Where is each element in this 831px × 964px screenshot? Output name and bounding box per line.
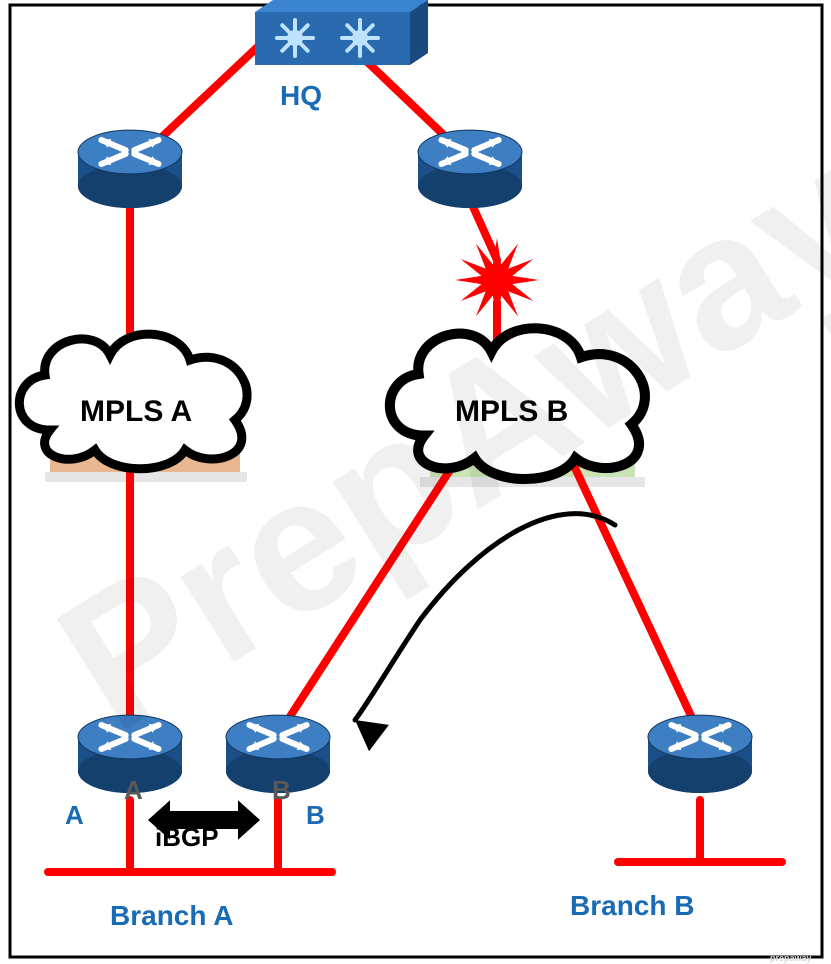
branchB-to-branchA-curve-head xyxy=(355,720,389,751)
label-router-a-blue: A xyxy=(65,800,84,831)
branchA-routerB-top xyxy=(226,715,330,759)
switch-top xyxy=(255,0,428,12)
mplsA-shadow-gray xyxy=(45,472,247,482)
branchA-routerA-top xyxy=(78,715,182,759)
mplsB-to-branchB-router xyxy=(575,468,700,735)
label-branch-a: Branch A xyxy=(110,900,233,932)
hq-right-router xyxy=(418,130,522,208)
corner-note: prepaway xyxy=(770,953,812,963)
label-mpls-b: MPLS B xyxy=(455,395,568,429)
link-failure-star xyxy=(455,238,539,322)
label-router-a-gray: A xyxy=(124,775,143,806)
label-router-b-gray: B xyxy=(272,775,291,806)
hq-switch xyxy=(255,0,428,65)
label-branch-b: Branch B xyxy=(570,890,694,922)
diagram-stage: PrepAway HQ MPLS A MPLS B A B A B iBGP B… xyxy=(0,0,831,964)
hq-left-router xyxy=(78,130,182,208)
label-router-b-blue: B xyxy=(306,800,325,831)
hq-right-router-top xyxy=(418,130,522,174)
branchB-router-top xyxy=(648,715,752,759)
branchB-router xyxy=(648,715,752,793)
ibgp-double-arrow-right-head xyxy=(238,800,260,840)
mplsB-to-routerB xyxy=(278,470,450,735)
hq-left-router-top xyxy=(78,130,182,174)
label-hq: HQ xyxy=(280,80,322,112)
label-mpls-a: MPLS A xyxy=(80,395,192,429)
right-router-to-star xyxy=(470,200,497,260)
label-ibgp: iBGP xyxy=(155,822,219,853)
branchB-to-branchA-curve xyxy=(355,514,615,720)
diagram-svg xyxy=(0,0,831,964)
